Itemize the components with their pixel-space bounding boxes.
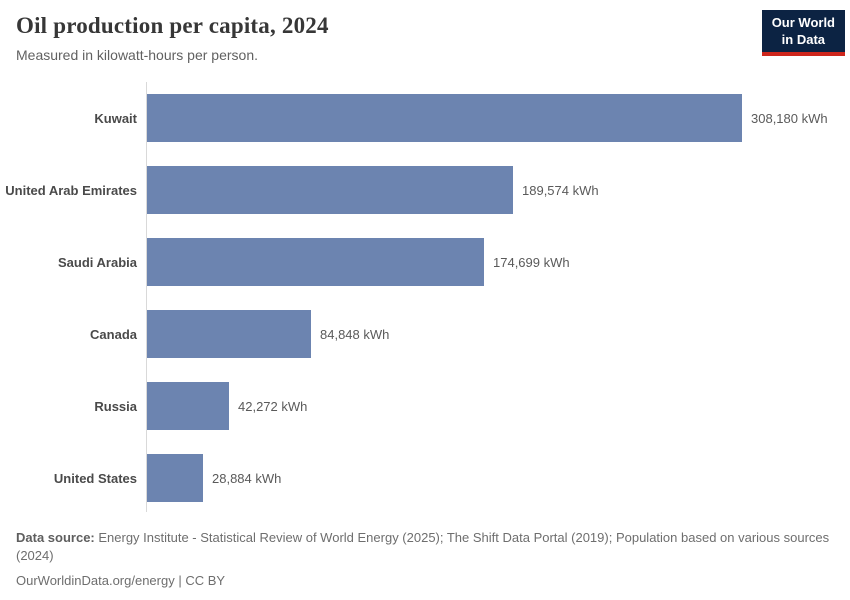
owid-logo[interactable]: Our World in Data bbox=[761, 10, 845, 57]
owid-logo-line1: Our World bbox=[771, 15, 835, 30]
bar-value: 174,699 kWh bbox=[493, 254, 570, 270]
bar-value: 42,272 kWh bbox=[238, 398, 308, 414]
bar-value: 308,180 kWh bbox=[751, 110, 828, 126]
data-source-label: Data source: bbox=[16, 530, 95, 545]
bar-chart: Kuwait 308,180 kWh United Arab Emirates … bbox=[0, 82, 850, 514]
bar-track: 28,884 kWh bbox=[147, 454, 850, 502]
chart-title: Oil production per capita, 2024 bbox=[16, 13, 329, 38]
bar-row: United States 28,884 kWh bbox=[0, 442, 850, 514]
bar-value: 84,848 kWh bbox=[320, 326, 390, 342]
bar-label: Russia bbox=[94, 398, 137, 414]
bar-rect[interactable] bbox=[147, 382, 229, 430]
bar-rect[interactable] bbox=[147, 454, 203, 502]
bars-container: Kuwait 308,180 kWh United Arab Emirates … bbox=[0, 82, 850, 514]
data-source-text: Energy Institute - Statistical Review of… bbox=[16, 530, 830, 563]
bar-value: 189,574 kWh bbox=[522, 182, 599, 198]
bar-label: Canada bbox=[90, 326, 137, 342]
bar-rect[interactable] bbox=[147, 310, 311, 358]
chart-header: Oil production per capita, 2024 Measured… bbox=[0, 0, 850, 63]
bar-row: Russia 42,272 kWh bbox=[0, 370, 850, 442]
bar-rect[interactable] bbox=[147, 238, 484, 286]
owid-logo-line2: in Data bbox=[781, 31, 826, 47]
bar-label: Kuwait bbox=[94, 110, 137, 126]
y-axis-line bbox=[146, 82, 147, 512]
bar-track: 174,699 kWh bbox=[147, 238, 850, 286]
bar-row: United Arab Emirates 189,574 kWh bbox=[0, 154, 850, 226]
bar-row: Canada 84,848 kWh bbox=[0, 298, 850, 370]
bar-track: 42,272 kWh bbox=[147, 382, 850, 430]
credit-line[interactable]: OurWorldinData.org/energy | CC BY bbox=[16, 572, 226, 588]
bar-track: 189,574 kWh bbox=[147, 166, 850, 214]
bar-value: 28,884 kWh bbox=[212, 470, 282, 486]
bar-label: United States bbox=[53, 470, 137, 486]
chart-footer: Data source: Energy Institute - Statisti… bbox=[0, 529, 850, 590]
bar-track: 84,848 kWh bbox=[147, 310, 850, 358]
bar-track: 308,180 kWh bbox=[147, 94, 850, 142]
bar-label: United Arab Emirates bbox=[5, 182, 137, 198]
bar-label: Saudi Arabia bbox=[58, 254, 137, 270]
bar-row: Kuwait 308,180 kWh bbox=[0, 82, 850, 154]
data-source-line: Data source: Energy Institute - Statisti… bbox=[16, 529, 832, 565]
bar-row: Saudi Arabia 174,699 kWh bbox=[0, 226, 850, 298]
chart-subtitle: Measured in kilowatt-hours per person. bbox=[16, 47, 259, 63]
bar-rect[interactable] bbox=[147, 94, 742, 142]
bar-rect[interactable] bbox=[147, 166, 513, 214]
